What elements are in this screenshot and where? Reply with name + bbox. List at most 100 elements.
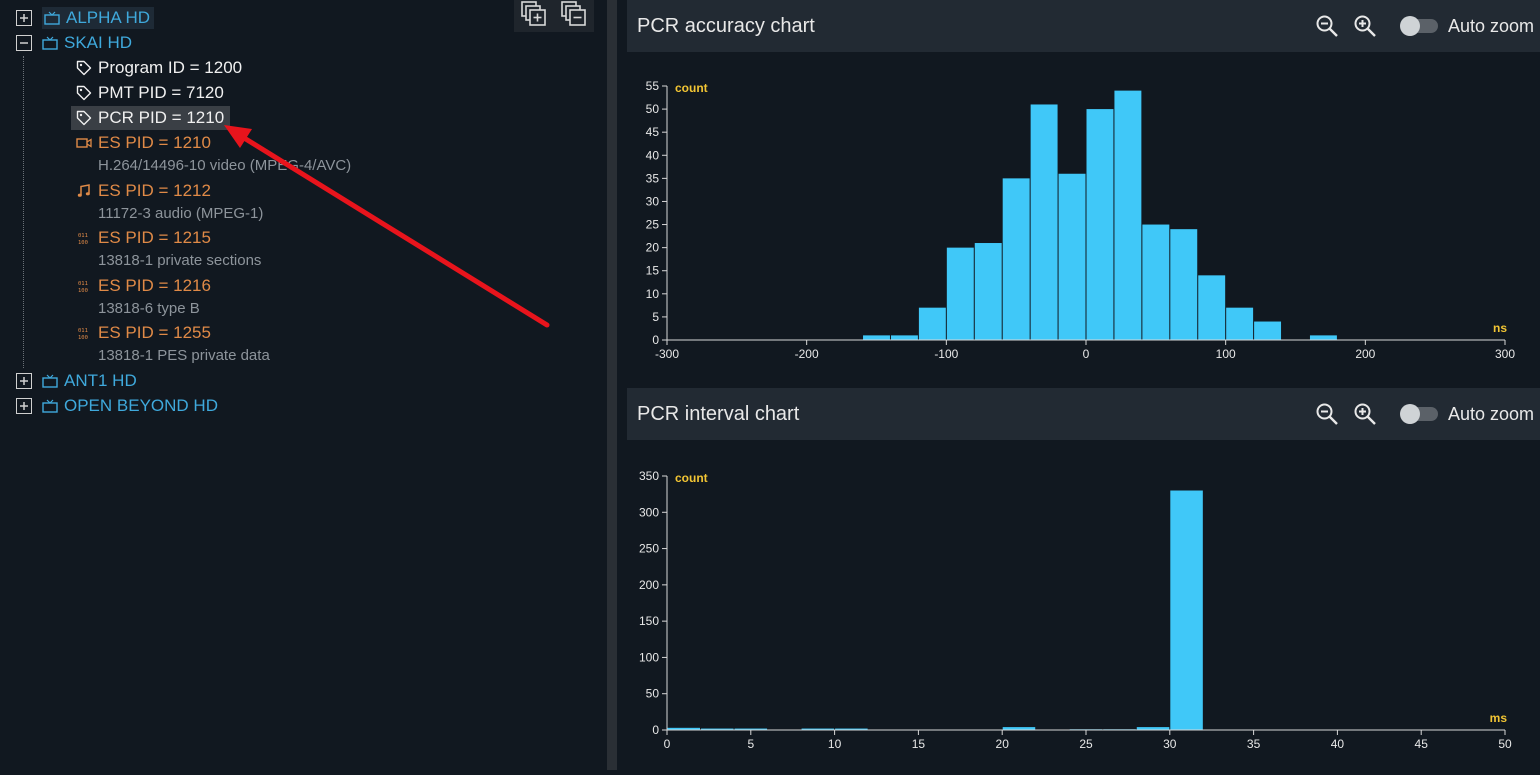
svg-text:011: 011 [78, 281, 88, 287]
y-axis-label: count [675, 81, 708, 95]
zoom-out-icon [1316, 403, 1338, 425]
tree-item-es-pid-1215[interactable]: 011 100 ES PID = 1215 [76, 226, 211, 250]
x-tick-label: 40 [1331, 737, 1345, 751]
tree-item-es-pid-1210[interactable]: ES PID = 1210 [76, 131, 211, 155]
interval-chart-header: PCR interval chart Auto zoom [627, 388, 1540, 440]
x-axis-label: ms [1490, 711, 1508, 725]
x-tick-label: 5 [747, 737, 754, 751]
tree-item-label: Program ID = 1200 [98, 58, 243, 77]
tree-item-pmt-pid[interactable]: PMT PID = 7120 [76, 81, 224, 105]
histogram-bar [1136, 727, 1170, 730]
zoom-out-button[interactable] [1312, 399, 1342, 429]
histogram-bar [1254, 321, 1282, 340]
stream-type-description: 11172-3 audio (MPEG-1) [98, 205, 264, 222]
x-tick-label: 10 [828, 737, 842, 751]
tag-icon [76, 60, 92, 76]
y-tick-label: 50 [646, 102, 660, 116]
tree-service-ant1-hd[interactable]: ANT1 HD [16, 369, 137, 393]
y-tick-label: 100 [639, 650, 659, 664]
zoom-in-button[interactable] [1350, 399, 1380, 429]
expand-all-button[interactable] [520, 0, 548, 32]
pane-splitter[interactable] [607, 0, 617, 770]
expand-all-icon [521, 0, 547, 32]
histogram-bar [1086, 109, 1114, 340]
histogram-bar [1142, 224, 1170, 340]
x-tick-label: -100 [934, 347, 958, 361]
stream-type-description: H.264/14496-10 video (MPEG-4/AVC) [98, 157, 352, 174]
zoom-in-icon [1354, 15, 1376, 37]
collapse-all-button[interactable] [560, 0, 588, 30]
tree-item-label: ES PID = 1210 [98, 133, 211, 152]
tree-service-label: SKAI HD [64, 33, 133, 52]
histogram-bar [701, 728, 734, 730]
y-tick-label: 45 [646, 125, 660, 139]
x-tick-label: 0 [664, 737, 671, 751]
zoom-in-icon [1354, 403, 1376, 425]
y-tick-label: 150 [639, 614, 659, 628]
binary-data-icon: 011 100 [76, 278, 92, 294]
tree-service-alpha-hd[interactable]: ALPHA HD [16, 6, 155, 30]
x-tick-label: 100 [1216, 347, 1236, 361]
y-axis-label: count [675, 471, 708, 485]
tree-item-label: ES PID = 1215 [98, 228, 211, 247]
tree-service-skai-hd[interactable]: SKAI HD [16, 31, 132, 55]
histogram-bar [801, 728, 835, 730]
music-note-icon [76, 183, 92, 199]
tree-item-label: PMT PID = 7120 [98, 83, 224, 102]
x-tick-label: 25 [1079, 737, 1093, 751]
annotation-arrow [224, 125, 550, 328]
expand-plus-icon[interactable] [16, 373, 32, 389]
histogram-bar [863, 335, 890, 340]
tree-service-open-beyond-hd[interactable]: OPEN BEYOND HD [16, 394, 218, 418]
x-tick-label: 20 [996, 737, 1010, 751]
svg-text:011: 011 [78, 233, 88, 239]
auto-zoom-toggle[interactable] [1399, 16, 1438, 36]
tree-item-es-pid-1212[interactable]: ES PID = 1212 [76, 179, 211, 203]
video-camera-icon [76, 135, 92, 151]
toggle-knob [1399, 16, 1420, 36]
histogram-bar [1309, 335, 1337, 340]
histogram-bar [1170, 490, 1203, 730]
tv-icon [44, 10, 60, 26]
x-tick-label: 15 [912, 737, 926, 751]
y-tick-label: 350 [639, 469, 659, 483]
x-tick-label: 300 [1495, 347, 1515, 361]
expand-plus-icon[interactable] [16, 398, 32, 414]
y-tick-label: 50 [646, 687, 660, 701]
y-tick-label: 15 [646, 264, 660, 278]
y-tick-label: 40 [646, 148, 660, 162]
expand-plus-icon[interactable] [16, 10, 32, 26]
y-tick-label: 5 [652, 310, 659, 324]
histogram-bar [1198, 275, 1226, 340]
tv-icon [42, 398, 58, 414]
histogram-bar [835, 728, 868, 730]
y-tick-label: 0 [652, 333, 659, 347]
tree-item-program-id[interactable]: Program ID = 1200 [76, 56, 242, 80]
y-tick-label: 10 [646, 287, 660, 301]
tree-toolbar [514, 0, 594, 32]
interval-chart-title: PCR interval chart [637, 402, 800, 425]
tree-item-pcr-pid[interactable]: PCR PID = 1210 [71, 106, 231, 130]
zoom-in-button[interactable] [1350, 11, 1380, 41]
svg-text:011: 011 [78, 328, 88, 334]
zoom-out-button[interactable] [1312, 11, 1342, 41]
collapse-minus-icon[interactable] [16, 35, 32, 51]
x-axis-label: ns [1493, 321, 1507, 335]
histogram-bar [1002, 727, 1036, 730]
tree-item-es-pid-1255[interactable]: 011 100 ES PID = 1255 [76, 321, 211, 345]
tree-item-label: ES PID = 1212 [98, 181, 211, 200]
tree-item-es-pid-1216[interactable]: 011 100 ES PID = 1216 [76, 274, 211, 298]
histogram-bar [1114, 90, 1142, 340]
y-tick-label: 300 [639, 505, 659, 519]
stream-type-description: 13818-1 private sections [98, 252, 262, 269]
tree-service-label: ANT1 HD [64, 371, 137, 390]
auto-zoom-toggle[interactable] [1399, 404, 1438, 424]
accuracy-chart-title: PCR accuracy chart [637, 14, 815, 37]
y-tick-label: 35 [646, 171, 660, 185]
x-tick-label: 0 [1083, 347, 1090, 361]
accuracy-chart-header: PCR accuracy chart Auto zoom [627, 0, 1540, 52]
tree-service-label: OPEN BEYOND HD [64, 396, 218, 415]
y-tick-label: 20 [646, 241, 660, 255]
binary-data-icon: 011 100 [76, 325, 92, 341]
toggle-knob [1399, 404, 1420, 424]
